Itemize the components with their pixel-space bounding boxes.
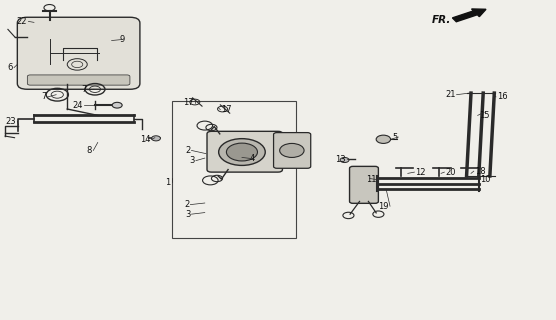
Text: 3: 3 bbox=[185, 210, 190, 219]
Circle shape bbox=[112, 102, 122, 108]
FancyArrow shape bbox=[453, 9, 486, 22]
Text: 2: 2 bbox=[184, 200, 189, 209]
Text: 19: 19 bbox=[379, 202, 389, 211]
FancyBboxPatch shape bbox=[27, 75, 130, 85]
Text: 23: 23 bbox=[6, 116, 16, 126]
Circle shape bbox=[376, 135, 390, 143]
Text: 24: 24 bbox=[72, 101, 83, 110]
Text: 5: 5 bbox=[392, 132, 397, 141]
Circle shape bbox=[340, 157, 349, 163]
Text: 3: 3 bbox=[190, 156, 195, 165]
FancyBboxPatch shape bbox=[207, 131, 282, 172]
Circle shape bbox=[152, 136, 161, 141]
Text: 2: 2 bbox=[185, 146, 190, 155]
Text: 9: 9 bbox=[120, 35, 125, 44]
Circle shape bbox=[226, 143, 257, 161]
Circle shape bbox=[280, 143, 304, 157]
Text: 7: 7 bbox=[81, 85, 87, 94]
Text: 8: 8 bbox=[87, 146, 92, 155]
FancyBboxPatch shape bbox=[274, 132, 311, 168]
Text: 7: 7 bbox=[41, 92, 47, 101]
Circle shape bbox=[219, 139, 265, 165]
Bar bbox=[171, 101, 296, 238]
Text: 17: 17 bbox=[183, 98, 193, 107]
Text: 10: 10 bbox=[480, 175, 491, 184]
Text: 12: 12 bbox=[415, 168, 426, 177]
Text: 18: 18 bbox=[475, 167, 485, 176]
Text: 17: 17 bbox=[221, 105, 232, 114]
Text: 15: 15 bbox=[479, 111, 489, 120]
Text: 11: 11 bbox=[366, 175, 377, 184]
Text: FR.: FR. bbox=[431, 15, 451, 25]
Text: 13: 13 bbox=[335, 155, 346, 164]
Text: 1: 1 bbox=[165, 178, 170, 187]
Text: 16: 16 bbox=[497, 92, 508, 101]
Text: 21: 21 bbox=[445, 90, 455, 99]
Text: 4: 4 bbox=[249, 154, 255, 163]
FancyBboxPatch shape bbox=[17, 17, 140, 89]
Text: 20: 20 bbox=[445, 168, 456, 177]
Text: 6: 6 bbox=[8, 63, 13, 72]
Text: 14: 14 bbox=[140, 135, 151, 144]
Text: 22: 22 bbox=[17, 17, 27, 26]
FancyBboxPatch shape bbox=[350, 166, 379, 203]
